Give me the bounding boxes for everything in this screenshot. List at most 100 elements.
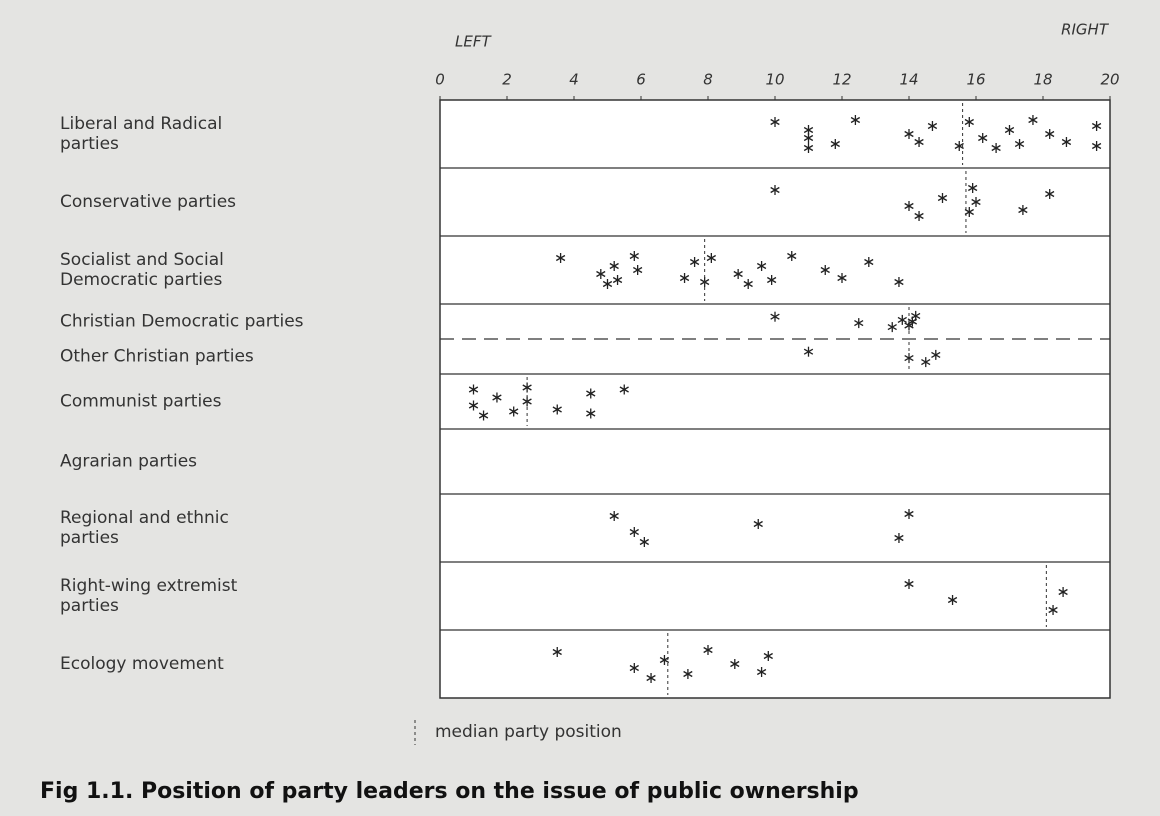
point-stroke <box>964 118 974 126</box>
point <box>1061 137 1072 147</box>
point-stroke <box>1091 122 1102 130</box>
point-stroke <box>706 254 717 262</box>
point-stroke <box>803 144 814 152</box>
point <box>756 261 767 271</box>
point-stroke <box>629 664 639 672</box>
point-stroke <box>689 258 700 266</box>
point-stroke <box>1004 126 1015 134</box>
point-stroke <box>609 512 619 520</box>
point <box>991 143 1001 153</box>
row-label: Liberal and Radical <box>60 114 222 134</box>
right-label: RIGHT <box>1061 21 1110 39</box>
point-stroke <box>830 140 840 148</box>
point <box>1018 205 1028 215</box>
point <box>803 143 814 153</box>
point <box>706 253 717 263</box>
point-stroke <box>897 316 907 323</box>
row-label: Right-wing extremist <box>60 576 238 596</box>
point-stroke <box>766 276 777 284</box>
row-label: parties <box>60 134 119 154</box>
point <box>609 261 619 271</box>
plot-area <box>439 99 1111 699</box>
point-stroke <box>555 254 566 262</box>
point-stroke <box>820 266 830 274</box>
point-stroke <box>733 270 743 278</box>
point <box>629 527 639 537</box>
point <box>770 117 780 127</box>
point-stroke <box>770 186 780 194</box>
point-stroke <box>492 394 502 401</box>
x-tick-label: 2 <box>502 71 512 89</box>
point <box>703 645 713 655</box>
point-stroke <box>770 313 780 320</box>
point <box>646 673 656 683</box>
point <box>904 129 914 139</box>
point-stroke <box>837 274 847 282</box>
point <box>733 269 743 279</box>
point <box>803 346 814 357</box>
point-stroke <box>753 520 763 528</box>
point <box>971 197 981 207</box>
point <box>639 537 650 547</box>
point <box>864 257 874 267</box>
point-stroke <box>850 116 861 124</box>
point <box>947 595 958 605</box>
point <box>629 251 639 261</box>
point-stroke <box>887 324 897 331</box>
point <box>914 137 924 147</box>
point-stroke <box>904 130 914 138</box>
point <box>1045 189 1055 199</box>
point-stroke <box>978 134 988 142</box>
point-stroke <box>914 212 924 220</box>
point <box>632 265 643 275</box>
point-stroke <box>937 194 948 202</box>
chart-title: Fig 1.1. Position of party leaders on th… <box>40 779 859 804</box>
point <box>1091 121 1102 131</box>
point <box>803 125 814 135</box>
point-stroke <box>509 408 519 415</box>
row-label: Regional and ethnic <box>60 508 229 528</box>
x-tick-label: 0 <box>435 71 445 89</box>
point-stroke <box>904 510 914 518</box>
point <box>914 211 924 221</box>
row-label: Christian Democratic parties <box>60 312 304 332</box>
row-label: Ecology movement <box>60 654 224 674</box>
point-stroke <box>854 320 864 327</box>
point-stroke <box>770 118 780 126</box>
point-stroke <box>552 406 562 413</box>
x-tick-label: 18 <box>1033 71 1052 89</box>
point <box>689 257 700 267</box>
point-stroke <box>629 252 639 260</box>
point <box>1058 587 1068 597</box>
point-stroke <box>646 674 656 682</box>
point <box>894 533 904 543</box>
x-tick-label: 14 <box>899 71 918 89</box>
point <box>894 277 904 287</box>
row-label: Communist parties <box>60 392 222 412</box>
row-label: Other Christian parties <box>60 347 254 367</box>
point <box>586 388 596 399</box>
point-stroke <box>629 528 639 536</box>
point-stroke <box>602 280 613 288</box>
point-stroke <box>921 359 931 366</box>
x-tick-label: 10 <box>765 71 784 89</box>
point-stroke <box>596 270 606 278</box>
point-stroke <box>904 355 914 362</box>
point-stroke <box>756 262 767 270</box>
point-stroke <box>756 668 767 676</box>
point <box>509 406 519 417</box>
point <box>837 273 847 283</box>
point-stroke <box>619 386 629 393</box>
row-label: Socialist and Social <box>60 250 224 270</box>
point-stroke <box>1028 116 1038 124</box>
point <box>927 121 938 131</box>
legend-text: median party position <box>435 722 622 742</box>
point <box>904 509 914 519</box>
point-stroke <box>763 652 773 660</box>
point <box>596 269 606 279</box>
point-stroke <box>991 144 1001 152</box>
point <box>964 117 974 127</box>
point-stroke <box>931 351 941 358</box>
point-stroke <box>478 412 489 419</box>
